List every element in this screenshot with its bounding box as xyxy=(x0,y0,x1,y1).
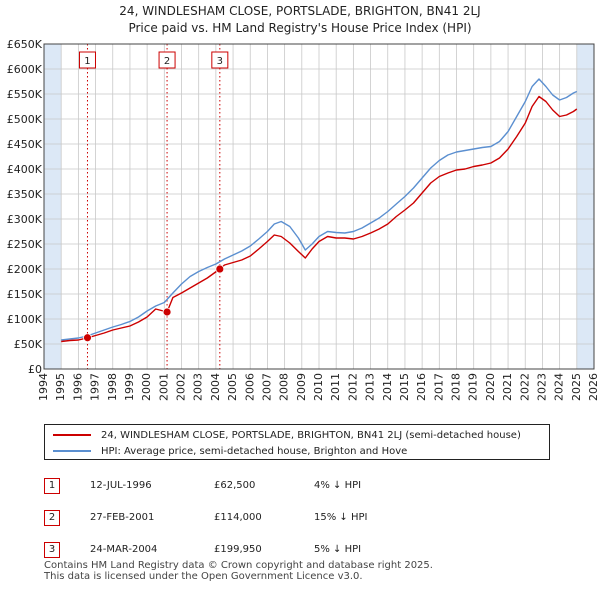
sale-price: £114,000 xyxy=(214,512,262,523)
x-tick-label: 2015 xyxy=(398,373,411,401)
sale-price: £62,500 xyxy=(214,480,256,491)
sales-table: 1 12-JUL-1996 £62,500 4% ↓ HPI 2 27-FEB-… xyxy=(44,474,550,570)
y-tick-label: £550K xyxy=(7,88,43,101)
y-tick-label: £0 xyxy=(28,363,42,376)
y-tick-label: £650K xyxy=(7,38,43,51)
sale-number-badge: 1 xyxy=(44,478,60,494)
sale-price: £199,950 xyxy=(214,544,262,555)
y-tick-label: £400K xyxy=(7,163,43,176)
footer-copyright: Contains HM Land Registry data © Crown c… xyxy=(44,560,433,571)
y-tick-label: £200K xyxy=(7,263,43,276)
x-tick-label: 2000 xyxy=(140,373,153,401)
sale-label-box xyxy=(158,51,176,69)
sale-hpi-diff: 4% ↓ HPI xyxy=(314,480,362,491)
x-tick-label: 2023 xyxy=(535,373,548,401)
sale-number-badge: 3 xyxy=(44,542,60,558)
sale-point xyxy=(83,333,92,343)
legend-entry-property: 24, WINDLESHAM CLOSE, PORTSLADE, BRIGHTO… xyxy=(53,427,521,443)
sale-label-number: 3 xyxy=(217,56,223,67)
x-tick-label: 2005 xyxy=(226,373,239,401)
x-tick-label: 2014 xyxy=(381,373,394,401)
price-chart: 1 2 3 £0 £50K £100K £150K £200K £250K £300K £350K £… xyxy=(7,38,600,401)
x-tick-label: 2002 xyxy=(175,373,188,401)
x-tick-label: 2026 xyxy=(587,373,600,401)
sale-label-number: 2 xyxy=(164,56,170,67)
x-tick-label: 2010 xyxy=(312,373,325,401)
x-tick-label: 2020 xyxy=(484,373,497,401)
x-tick-label: 2017 xyxy=(432,373,445,401)
y-tick-label: £450K xyxy=(7,138,43,151)
sale-date: 24-MAR-2004 xyxy=(90,544,158,555)
x-tick-label: 2007 xyxy=(260,373,273,401)
x-tick-label: 1998 xyxy=(106,373,119,401)
legend-swatch-hpi xyxy=(53,450,91,452)
sale-row: 3 24-MAR-2004 £199,950 5% ↓ HPI xyxy=(44,538,550,570)
sale-date: 27-FEB-2001 xyxy=(90,512,155,523)
chart-title-address: 24, WINDLESHAM CLOSE, PORTSLADE, BRIGHTO… xyxy=(119,4,481,18)
series-line-property xyxy=(61,95,578,343)
chart-title-subtitle: Price paid vs. HM Land Registry's House … xyxy=(128,21,472,35)
x-tick-label: 2006 xyxy=(243,373,256,401)
sale-row: 1 12-JUL-1996 £62,500 4% ↓ HPI xyxy=(44,474,550,506)
sale-point xyxy=(215,264,225,274)
y-tick-label: £100K xyxy=(7,313,43,326)
y-tick-label: £150K xyxy=(7,288,43,301)
x-tick-label: 2025 xyxy=(570,373,583,401)
x-tick-label: 2013 xyxy=(364,373,377,401)
x-tick-label: 2008 xyxy=(278,373,291,401)
x-tick-label: 2012 xyxy=(346,373,359,401)
shaded-region xyxy=(44,44,62,369)
y-tick-label: £600K xyxy=(7,63,43,76)
sale-label-box xyxy=(78,51,96,69)
x-tick-label: 2009 xyxy=(295,373,308,401)
x-tick-label: 1996 xyxy=(71,373,84,401)
x-tick-label: 2018 xyxy=(450,373,463,401)
legend-entry-hpi: HPI: Average price, semi-detached house,… xyxy=(53,443,407,459)
x-tick-label: 1997 xyxy=(89,373,102,401)
footer-attribution: Contains HM Land Registry data © Crown c… xyxy=(44,560,433,582)
sale-label-number: 1 xyxy=(84,56,90,67)
plot-area-border xyxy=(43,43,595,370)
x-tick-label: 2004 xyxy=(209,373,222,401)
x-tick-label: 2001 xyxy=(157,373,170,401)
x-tick-label: 2024 xyxy=(553,373,566,401)
legend-swatch-property xyxy=(53,434,91,436)
sale-label-box xyxy=(211,51,229,69)
chart-legend: 24, WINDLESHAM CLOSE, PORTSLADE, BRIGHTO… xyxy=(44,424,550,460)
x-tick-label: 1994 xyxy=(37,373,50,401)
legend-label-hpi: HPI: Average price, semi-detached house,… xyxy=(101,445,408,457)
x-tick-label: 2019 xyxy=(467,373,480,401)
x-tick-label: 2003 xyxy=(192,373,205,401)
y-tick-label: £300K xyxy=(7,213,43,226)
sale-hpi-diff: 15% ↓ HPI xyxy=(314,512,368,523)
sale-date: 12-JUL-1996 xyxy=(90,480,152,491)
sale-row: 2 27-FEB-2001 £114,000 15% ↓ HPI xyxy=(44,506,550,538)
x-tick-label: 2021 xyxy=(501,373,514,401)
sale-hpi-diff: 5% ↓ HPI xyxy=(314,544,362,555)
footer-license: This data is licensed under the Open Gov… xyxy=(44,571,363,582)
shaded-region xyxy=(576,44,594,369)
sale-number-badge: 2 xyxy=(44,510,60,526)
x-tick-label: 1999 xyxy=(123,373,136,401)
series-line-hpi xyxy=(61,78,578,341)
x-tick-label: 2016 xyxy=(415,373,428,401)
y-tick-label: £50K xyxy=(14,338,43,351)
sale-point xyxy=(162,307,172,317)
y-tick-label: £350K xyxy=(7,188,43,201)
x-tick-label: 1995 xyxy=(54,373,67,401)
x-tick-label: 2022 xyxy=(518,373,531,401)
y-tick-label: £500K xyxy=(7,113,43,126)
y-tick-label: £250K xyxy=(7,238,43,251)
legend-label-property: 24, WINDLESHAM CLOSE, PORTSLADE, BRIGHTO… xyxy=(101,429,521,441)
x-tick-label: 2011 xyxy=(329,373,342,401)
